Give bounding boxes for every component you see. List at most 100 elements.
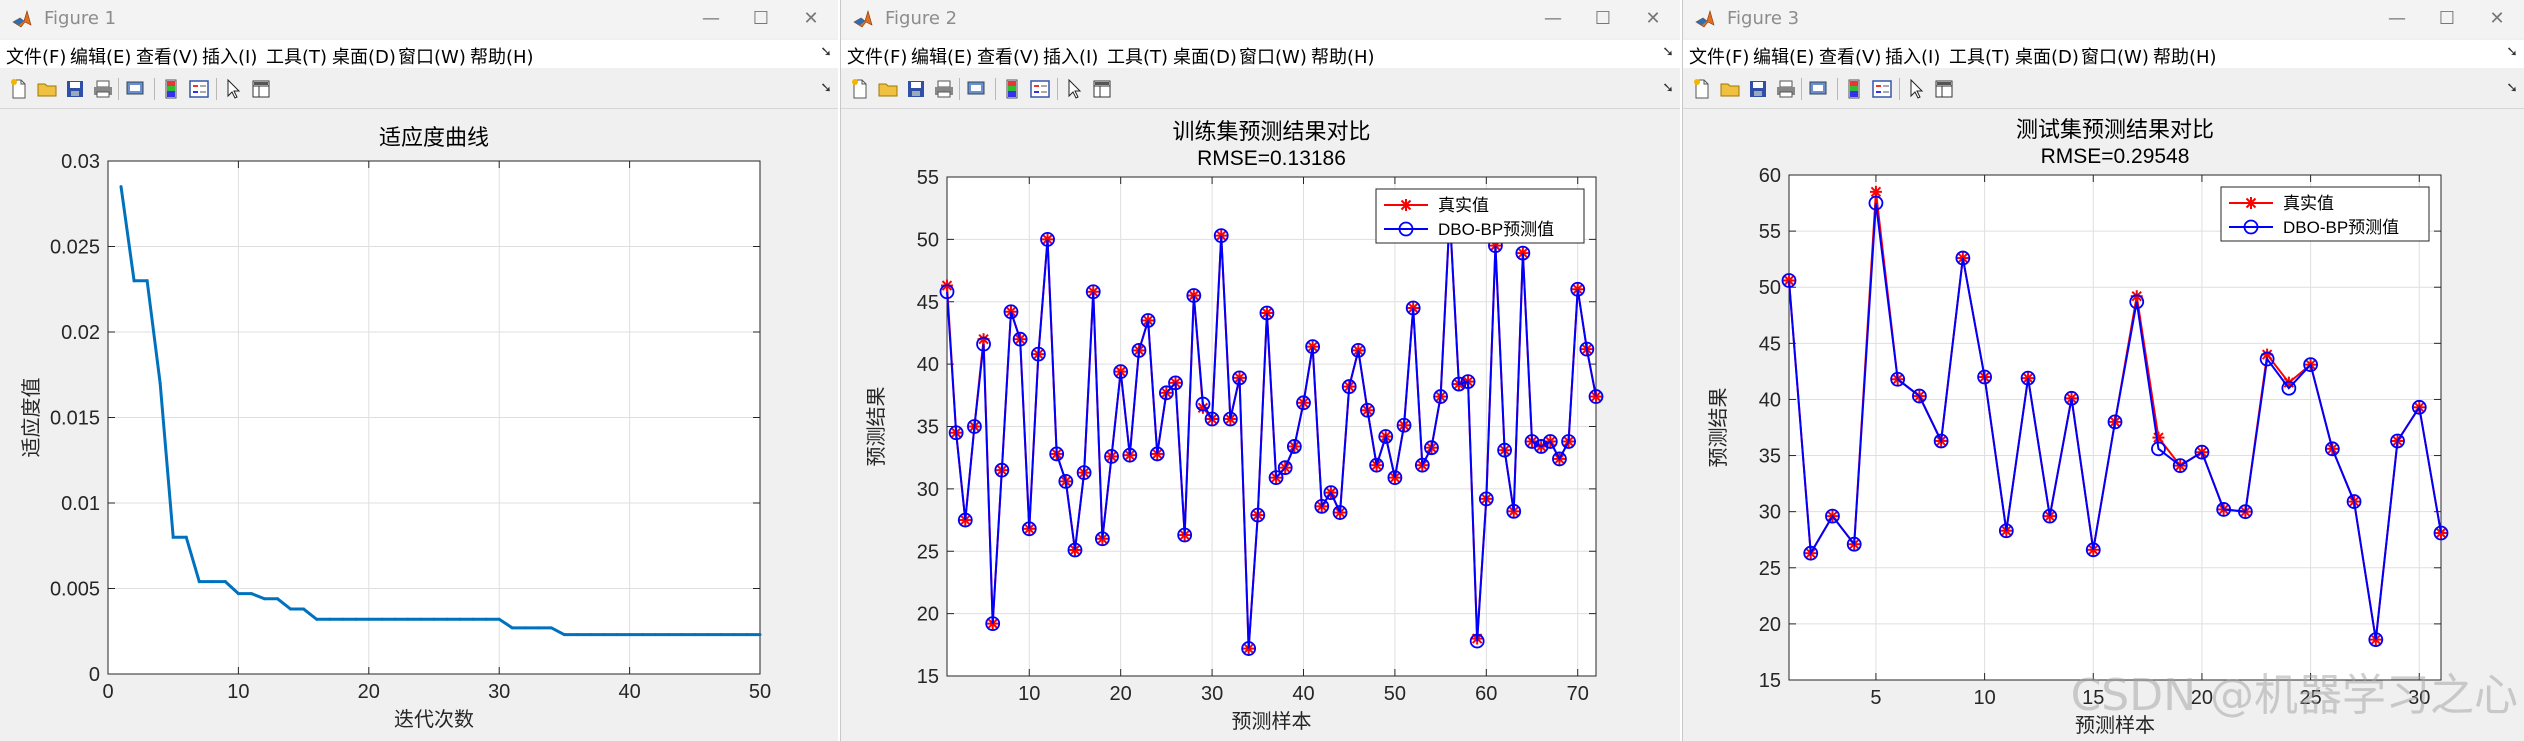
print-icon[interactable] (933, 78, 955, 100)
predicted-value-point (2151, 441, 2166, 457)
print-icon[interactable] (92, 78, 114, 100)
print-icon[interactable] (1775, 78, 1797, 100)
figure-canvas: 5 10 15 20 25 30 15 20 25 30 35 40 45 50 55 60 测试集预测结果对比… (1683, 109, 2524, 741)
colorbar-icon[interactable] (1843, 78, 1865, 100)
menu-item-4[interactable]: 工具(T) (266, 47, 328, 68)
menu-item-4[interactable]: 工具(T) (1949, 47, 2011, 68)
menu-item-5[interactable]: 桌面(D) (2015, 47, 2079, 68)
menu-item-0[interactable]: 文件(F) (1689, 47, 1750, 68)
toolbar-overflow-icon[interactable]: ➘ (1662, 80, 1674, 96)
fitness-point (380, 617, 384, 621)
fitness-point (536, 626, 540, 630)
open-folder-icon[interactable] (36, 78, 58, 100)
print-preview-icon[interactable] (965, 78, 987, 100)
pointer-icon[interactable] (1905, 78, 1927, 100)
fitness-point (680, 633, 684, 637)
menu-item-6[interactable]: 窗口(W) (1239, 47, 1307, 68)
window-title-bar[interactable]: Figure 2 — ☐ ✕ (841, 0, 1680, 38)
property-editor-icon[interactable] (1091, 78, 1113, 100)
legend-icon[interactable] (188, 78, 210, 100)
y-tick-label: 35 (1759, 446, 1781, 468)
y-axis-label: 预测结果 (865, 387, 888, 467)
fitness-point (602, 633, 606, 637)
fitness-point (289, 607, 293, 611)
menu-item-0[interactable]: 文件(F) (6, 47, 67, 68)
pointer-icon[interactable] (1063, 78, 1085, 100)
new-file-icon[interactable] (8, 78, 30, 100)
predicted-value-point (1277, 460, 1293, 476)
menu-item-2[interactable]: 查看(V) (136, 47, 199, 68)
legend-icon[interactable] (1871, 78, 1893, 100)
predicted-value-point (1012, 331, 1028, 347)
series-line-2 (946, 214, 1597, 649)
minimize-button[interactable]: — (702, 8, 720, 29)
legend-icon[interactable] (1029, 78, 1051, 100)
property-editor-icon[interactable] (250, 78, 272, 100)
print-preview-icon[interactable] (124, 78, 146, 100)
predicted-value-point (1424, 440, 1439, 456)
menu-overflow-icon[interactable]: ➘ (820, 44, 832, 60)
menu-item-6[interactable]: 窗口(W) (2081, 47, 2149, 68)
menu-bar: 文件(F) 编辑(E) 查看(V) 插入(I) 工具(T) 桌面(D) 窗口(W) 帮助(H)… (0, 40, 838, 68)
menu-item-7[interactable]: 帮助(H) (2153, 47, 2217, 68)
menu-item-0[interactable]: 文件(F) (847, 47, 908, 68)
close-button[interactable]: ✕ (803, 8, 819, 29)
open-folder-icon[interactable] (1719, 78, 1741, 100)
toolbar-overflow-icon[interactable]: ➘ (820, 80, 832, 96)
menu-item-1[interactable]: 编辑(E) (911, 47, 973, 68)
predicted-value-point (957, 512, 973, 528)
menu-item-4[interactable]: 工具(T) (1107, 47, 1169, 68)
close-button[interactable]: ✕ (2489, 8, 2505, 29)
predicted-value-point (1552, 451, 1567, 467)
pointer-icon[interactable] (222, 78, 244, 100)
menu-overflow-icon[interactable]: ➘ (1662, 44, 1674, 60)
menu-item-3[interactable]: 插入(I) (202, 47, 258, 68)
menu-item-1[interactable]: 编辑(E) (1753, 47, 1815, 68)
fitness-point (654, 633, 658, 637)
menu-item-1[interactable]: 编辑(E) (70, 47, 132, 68)
predicted-value-point (1296, 395, 1311, 411)
menu-item-7[interactable]: 帮助(H) (470, 47, 534, 68)
colorbar-icon[interactable] (160, 78, 182, 100)
fitness-point (706, 633, 710, 637)
menu-item-3[interactable]: 插入(I) (1885, 47, 1941, 68)
predicted-value-point (1305, 339, 1321, 355)
menu-item-3[interactable]: 插入(I) (1043, 47, 1099, 68)
save-icon[interactable] (905, 78, 927, 100)
fitness-point (758, 633, 762, 637)
new-file-icon[interactable] (849, 78, 871, 100)
x-tick-label: 40 (618, 681, 640, 703)
menu-item-7[interactable]: 帮助(H) (1311, 47, 1375, 68)
menu-item-6[interactable]: 窗口(W) (398, 47, 466, 68)
open-folder-icon[interactable] (877, 78, 899, 100)
menu-item-2[interactable]: 查看(V) (977, 47, 1040, 68)
predicted-value-point (1506, 503, 1522, 519)
property-editor-icon[interactable] (1933, 78, 1955, 100)
new-file-icon[interactable] (1691, 78, 1713, 100)
close-button[interactable]: ✕ (1645, 8, 1661, 29)
fitness-point (197, 580, 201, 584)
window-title-bar[interactable]: Figure 1 — ☐ ✕ (0, 0, 838, 38)
menu-item-5[interactable]: 桌面(D) (1173, 47, 1237, 68)
menu-item-2[interactable]: 查看(V) (1819, 47, 1882, 68)
maximize-button[interactable]: ☐ (752, 8, 770, 29)
predicted-value-point (1890, 371, 1906, 387)
chart-title: 测试集预测结果对比 (2016, 117, 2214, 142)
chart-subtitle: RMSE=0.13186 (1197, 147, 1346, 170)
maximize-button[interactable]: ☐ (2438, 8, 2456, 29)
y-tick-label: 60 (1759, 165, 1781, 187)
window-title-bar[interactable]: Figure 3 — ☐ ✕ (1683, 0, 2524, 38)
minimize-button[interactable]: — (1544, 8, 1562, 29)
save-icon[interactable] (1747, 78, 1769, 100)
legend-label-1: 真实值 (1438, 196, 1489, 215)
print-preview-icon[interactable] (1807, 78, 1829, 100)
maximize-button[interactable]: ☐ (1594, 8, 1612, 29)
minimize-button[interactable]: — (2388, 8, 2406, 29)
chart-1: 0 10 20 30 40 50 0 0.005 0.01 0.015 0.02 0.025 0.03 适… (20, 125, 771, 731)
save-icon[interactable] (64, 78, 86, 100)
colorbar-icon[interactable] (1001, 78, 1023, 100)
menu-overflow-icon[interactable]: ➘ (2506, 44, 2518, 60)
menu-item-5[interactable]: 桌面(D) (332, 47, 396, 68)
predicted-value-point (1433, 389, 1449, 404)
toolbar-overflow-icon[interactable]: ➘ (2506, 80, 2518, 96)
